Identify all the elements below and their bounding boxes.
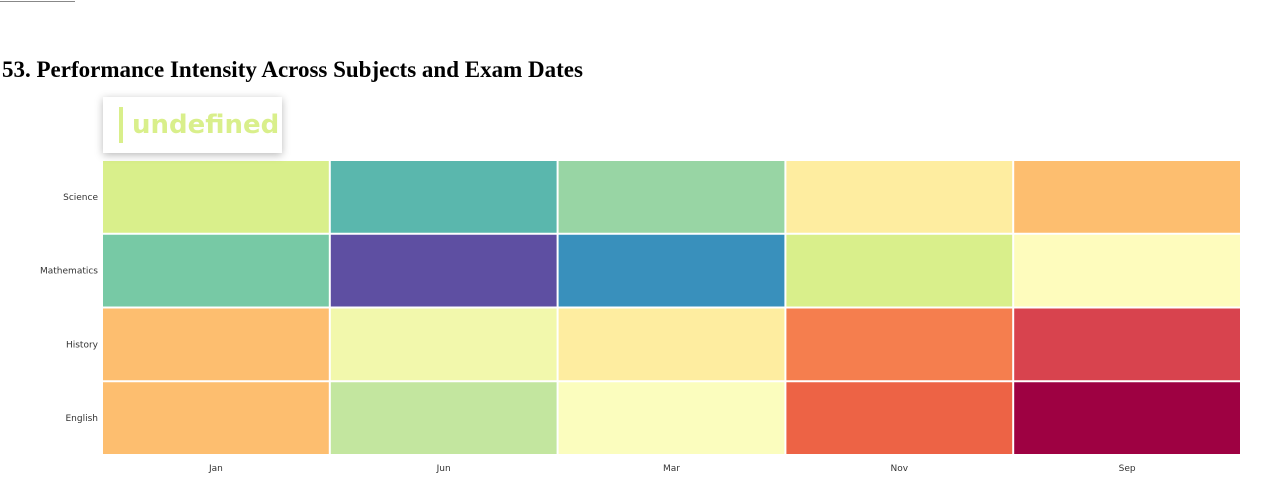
heatmap-cell-english-jun[interactable] xyxy=(330,382,557,454)
y-tick-label: Science xyxy=(63,193,98,203)
heatmap-cell-science-nov[interactable] xyxy=(786,161,1013,233)
tooltip: undefined xyxy=(103,97,282,153)
chart-title: 53. Performance Intensity Across Subject… xyxy=(2,57,583,82)
x-axis-labels: Jan Jun Mar Nov Sep xyxy=(208,464,1136,474)
y-tick-label: English xyxy=(66,414,99,424)
heatmap-cell-english-jan[interactable] xyxy=(103,382,329,454)
x-tick-label: Nov xyxy=(891,464,909,474)
heatmap-cell-mathematics-nov[interactable] xyxy=(786,234,1013,307)
x-tick-label: Sep xyxy=(1119,464,1136,474)
x-tick-label: Jun xyxy=(436,464,451,474)
heatmap-cell-history-jun[interactable] xyxy=(330,308,557,381)
heatmap-cell-history-jan[interactable] xyxy=(103,308,329,381)
heatmap-cells xyxy=(103,161,1240,454)
x-tick-label: Mar xyxy=(663,464,680,474)
heatmap-cell-mathematics-jan[interactable] xyxy=(103,234,329,307)
heatmap-cell-science-jan[interactable] xyxy=(103,161,329,233)
tooltip-value: undefined xyxy=(132,110,280,140)
y-axis-labels: Science Mathematics History English xyxy=(40,193,99,424)
top-divider xyxy=(0,0,75,2)
heatmap-cell-science-mar[interactable] xyxy=(558,161,785,233)
heatmap-cell-mathematics-mar[interactable] xyxy=(558,234,785,307)
heatmap-cell-english-mar[interactable] xyxy=(558,382,785,454)
heatmap-cell-history-mar[interactable] xyxy=(558,308,785,381)
heatmap-cell-history-sep[interactable] xyxy=(1014,308,1240,381)
heatmap-cell-history-nov[interactable] xyxy=(786,308,1013,381)
tooltip-color-bar xyxy=(119,107,123,143)
heatmap-cell-mathematics-sep[interactable] xyxy=(1014,234,1240,307)
y-tick-label: Mathematics xyxy=(40,267,98,277)
heatmap-cell-english-sep[interactable] xyxy=(1014,382,1240,454)
y-tick-label: History xyxy=(66,340,99,350)
x-tick-label: Jan xyxy=(208,464,223,474)
heatmap-cell-english-nov[interactable] xyxy=(786,382,1013,454)
heatmap-cell-science-sep[interactable] xyxy=(1014,161,1240,233)
heatmap-cell-mathematics-jun[interactable] xyxy=(330,234,557,307)
heatmap-cell-science-jun[interactable] xyxy=(330,161,557,233)
